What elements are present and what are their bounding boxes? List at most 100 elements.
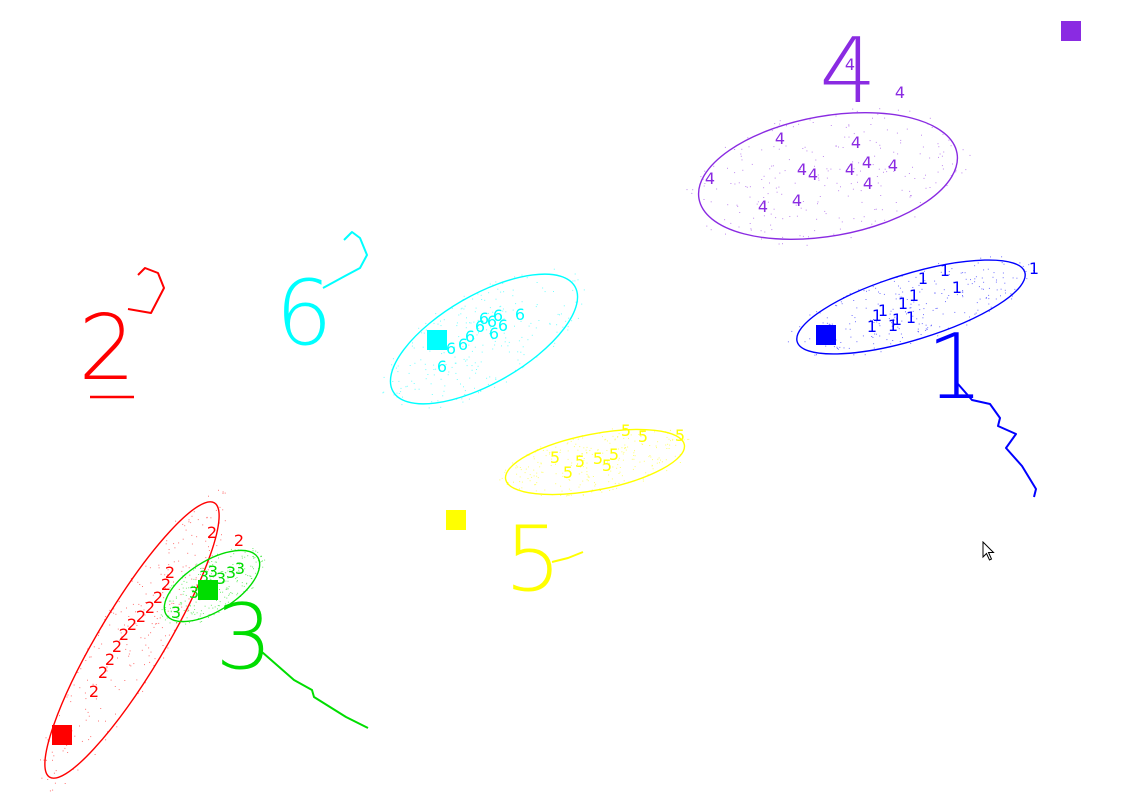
noise-dot [909, 196, 911, 198]
noise-dot [566, 443, 568, 445]
noise-dot [171, 602, 173, 604]
noise-dot [828, 323, 830, 325]
noise-dot [175, 617, 177, 619]
noise-dot [657, 458, 659, 460]
noise-dot [73, 684, 75, 686]
noise-dot [610, 470, 612, 472]
noise-dot [521, 481, 523, 483]
noise-dot [586, 467, 588, 469]
noise-dot [981, 288, 983, 290]
noise-dot [253, 556, 254, 558]
noise-dot [879, 293, 881, 294]
noise-dot [464, 390, 466, 392]
noise-dot [255, 561, 257, 563]
noise-dot [536, 475, 538, 477]
noise-dot [750, 228, 752, 230]
noise-dot [945, 301, 946, 303]
noise-dot [258, 568, 260, 569]
noise-dot [586, 446, 588, 448]
noise-dot [679, 462, 681, 463]
noise-dot [196, 584, 197, 586]
noise-dot [704, 170, 706, 172]
noise-dot [950, 175, 952, 177]
noise-dot [555, 473, 557, 475]
noise-dot [463, 295, 465, 297]
noise-dot [1022, 265, 1024, 267]
noise-dot [225, 603, 226, 605]
noise-dot [760, 230, 762, 232]
noise-dot [77, 769, 79, 771]
noise-dot [1026, 278, 1028, 280]
noise-dot [110, 679, 112, 681]
data-point-5: 5 [621, 421, 631, 440]
noise-dot [247, 555, 249, 557]
noise-dot [89, 656, 91, 658]
noise-dot [447, 374, 449, 376]
noise-dot [236, 580, 238, 581]
noise-dot [609, 442, 611, 444]
noise-dot [586, 462, 588, 464]
noise-dot [602, 452, 604, 454]
noise-dot [440, 320, 441, 322]
noise-dot [150, 632, 152, 634]
noise-dot [502, 308, 504, 310]
noise-dot [761, 149, 763, 151]
noise-dot [236, 594, 238, 596]
noise-dot [549, 323, 551, 325]
noise-dot [435, 313, 437, 315]
noise-dot [250, 575, 252, 577]
ellipse-layer [44, 111, 1026, 779]
noise-dot [840, 301, 842, 303]
noise-dot [222, 492, 224, 494]
cluster-big-label-2: 2 [78, 296, 135, 401]
noise-dot [877, 303, 879, 305]
noise-dot [443, 390, 445, 392]
noise-dot [872, 117, 873, 119]
noise-dot [634, 440, 636, 442]
noise-dot [458, 336, 460, 338]
noise-dot [515, 467, 517, 469]
noise-dot [220, 539, 222, 541]
noise-dot [185, 623, 187, 625]
noise-dot [836, 182, 838, 184]
noise-dot [167, 569, 169, 571]
noise-dot [173, 561, 175, 563]
noise-dot [555, 446, 557, 448]
noise-dot [570, 494, 572, 496]
noise-dot [591, 491, 593, 493]
noise-dot [962, 272, 964, 274]
noise-dot [666, 470, 668, 472]
noise-dot [202, 524, 204, 526]
noise-dot [839, 346, 841, 348]
noise-dot [126, 607, 127, 609]
noise-dot [900, 139, 902, 141]
noise-dot [886, 129, 888, 131]
noise-dot [938, 146, 940, 148]
noise-dot [976, 302, 978, 304]
noise-dot [795, 204, 797, 206]
noise-dot [246, 582, 248, 584]
noise-dot [616, 487, 618, 489]
noise-dot [167, 647, 169, 649]
noise-dot [194, 609, 196, 610]
noise-dot [926, 328, 928, 330]
noise-dot [505, 469, 507, 471]
noise-dot [517, 466, 519, 468]
noise-dot [95, 698, 97, 700]
noise-dot [634, 455, 636, 457]
noise-dot [934, 280, 936, 282]
noise-dot [687, 438, 689, 440]
noise-dot [495, 377, 497, 379]
noise-dot [524, 472, 526, 474]
noise-dot [478, 332, 479, 334]
noise-dot [939, 153, 941, 155]
noise-dot [575, 443, 577, 445]
noise-dot [184, 525, 186, 527]
noise-dot [243, 591, 245, 593]
noise-dot [935, 182, 937, 184]
noise-dot [929, 187, 931, 188]
noise-dot [74, 735, 76, 737]
noise-dot [769, 168, 771, 170]
noise-dot [784, 170, 786, 172]
noise-dot [981, 277, 983, 279]
